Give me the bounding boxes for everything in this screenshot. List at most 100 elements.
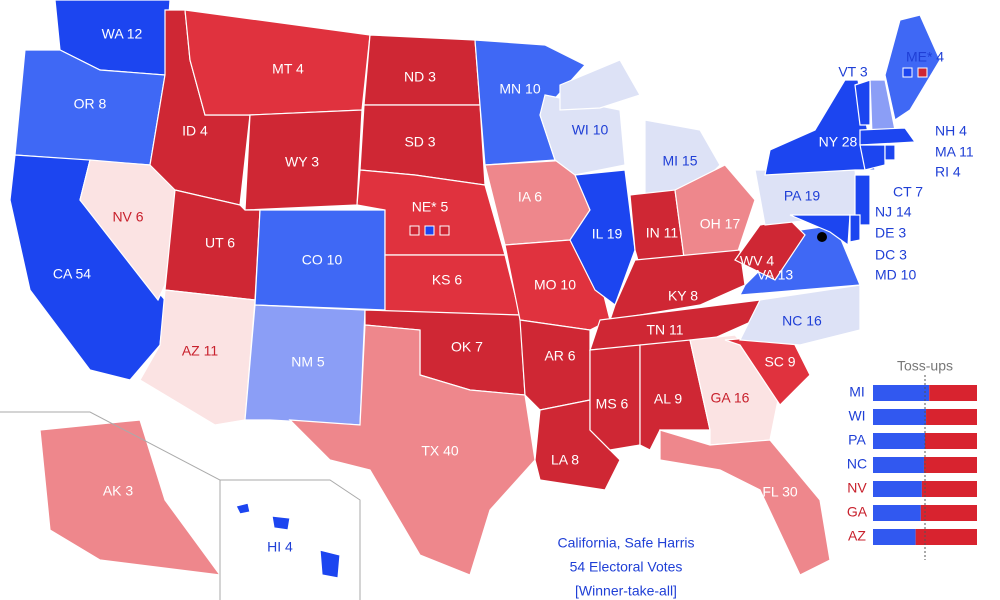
state-label: VT 3	[838, 64, 868, 80]
state-label: OK 7	[451, 339, 483, 355]
state-label: OH 17	[700, 216, 741, 232]
state-label: NJ 14	[875, 204, 912, 220]
state-label: CA 54	[53, 266, 91, 282]
state-label: SC 9	[764, 354, 795, 370]
state-label: AR 6	[544, 348, 575, 364]
tossup-state: NV	[847, 480, 867, 496]
state-label: KY 8	[668, 288, 698, 304]
tossup-state: MI	[849, 384, 865, 400]
tossup-state: NC	[847, 456, 867, 472]
dc-dot	[817, 232, 827, 242]
state-label: ID 4	[182, 123, 208, 139]
ne-square	[424, 225, 435, 236]
state-label: AL 9	[654, 391, 682, 407]
state-label: IA 6	[518, 189, 542, 205]
harris-bar	[873, 457, 924, 473]
hi-2	[271, 515, 291, 531]
callout-text: 54 Electoral Votes	[570, 559, 683, 575]
tx	[288, 324, 536, 576]
ak-frame	[0, 411, 221, 600]
state-label: KS 6	[432, 272, 463, 288]
state-label: DC 3	[875, 247, 907, 263]
trump-bar	[921, 481, 977, 497]
harris-bar	[873, 385, 930, 401]
state-label: MT 4	[272, 61, 304, 77]
me-square	[917, 67, 928, 78]
state-label: HI 4	[267, 539, 293, 555]
state-label: TX 40	[421, 443, 459, 459]
state-label: WA 12	[102, 26, 143, 42]
state-label: UT 6	[205, 235, 235, 251]
state-label: MI 15	[662, 153, 697, 169]
state-label: TN 11	[646, 322, 683, 338]
trump-bar	[929, 385, 977, 401]
ar	[519, 319, 591, 411]
harris-bar	[873, 433, 925, 449]
hi-frame	[220, 479, 361, 600]
state-label: CO 10	[302, 252, 343, 268]
trump-bar	[923, 457, 977, 473]
trump-bar	[915, 529, 977, 545]
state-label: SD 3	[404, 134, 435, 150]
callout-text: [Winner-take-all]	[575, 583, 677, 599]
trump-bar	[926, 409, 977, 425]
trump-bar	[925, 433, 977, 449]
me-square	[902, 67, 913, 78]
callout: California, Safe Harris 54 Electoral Vot…	[558, 535, 695, 599]
ri	[884, 144, 896, 161]
ky	[609, 249, 746, 321]
tn	[589, 299, 761, 351]
de	[849, 214, 861, 243]
callout-text: California, Safe Harris	[558, 535, 695, 551]
state-label: WV 4	[740, 253, 774, 269]
state-label: IL 19	[592, 226, 623, 242]
fl	[659, 429, 831, 576]
state-label: RI 4	[935, 164, 961, 180]
ct	[859, 144, 886, 171]
state-label: ME* 4	[906, 49, 944, 65]
state-label: NV 6	[112, 209, 143, 225]
il	[569, 169, 636, 306]
ma	[859, 127, 917, 146]
ms	[589, 344, 641, 451]
state-label: VA 13	[757, 267, 794, 283]
state-label: IN 11	[646, 225, 679, 241]
state-label: MO 10	[534, 277, 576, 293]
ne-squares	[409, 67, 928, 236]
state-label: MS 6	[596, 396, 629, 412]
state-label: CT 7	[893, 184, 923, 200]
state-label: NM 5	[291, 354, 325, 370]
harris-bar	[873, 409, 927, 425]
tossup-state: WI	[848, 408, 865, 424]
state-label: GA 16	[711, 390, 750, 406]
state-label: WI 10	[572, 122, 609, 138]
state-label: NC 16	[782, 313, 822, 329]
tossup-state: GA	[847, 504, 868, 520]
harris-bar	[873, 505, 921, 521]
state-label: OR 8	[74, 96, 107, 112]
trump-bar	[920, 505, 977, 521]
wv	[734, 219, 806, 281]
state-label: PA 19	[784, 188, 821, 204]
state-label: ND 3	[404, 69, 436, 85]
harris-bar	[873, 529, 916, 545]
tossup-state: PA	[848, 432, 866, 448]
state-label: AK 3	[103, 483, 134, 499]
harris-bar	[873, 481, 922, 497]
ne-square	[439, 225, 450, 236]
mi-upper	[559, 59, 641, 111]
nc	[739, 284, 861, 346]
state-label: DE 3	[875, 225, 906, 241]
state-label: LA 8	[551, 452, 579, 468]
md	[789, 214, 851, 247]
state-label: MA 11	[935, 144, 974, 160]
tossup-title: Toss-ups	[897, 358, 953, 374]
state-label: WY 3	[285, 154, 319, 170]
state-label: FL 30	[762, 484, 797, 500]
hi-1	[235, 502, 251, 515]
state-label: MN 10	[499, 81, 540, 97]
ne-square	[409, 225, 420, 236]
tossup-panel: Toss-ups MI WI PA NC NV GA AZ	[847, 358, 977, 560]
state-label: AZ 11	[182, 343, 219, 359]
